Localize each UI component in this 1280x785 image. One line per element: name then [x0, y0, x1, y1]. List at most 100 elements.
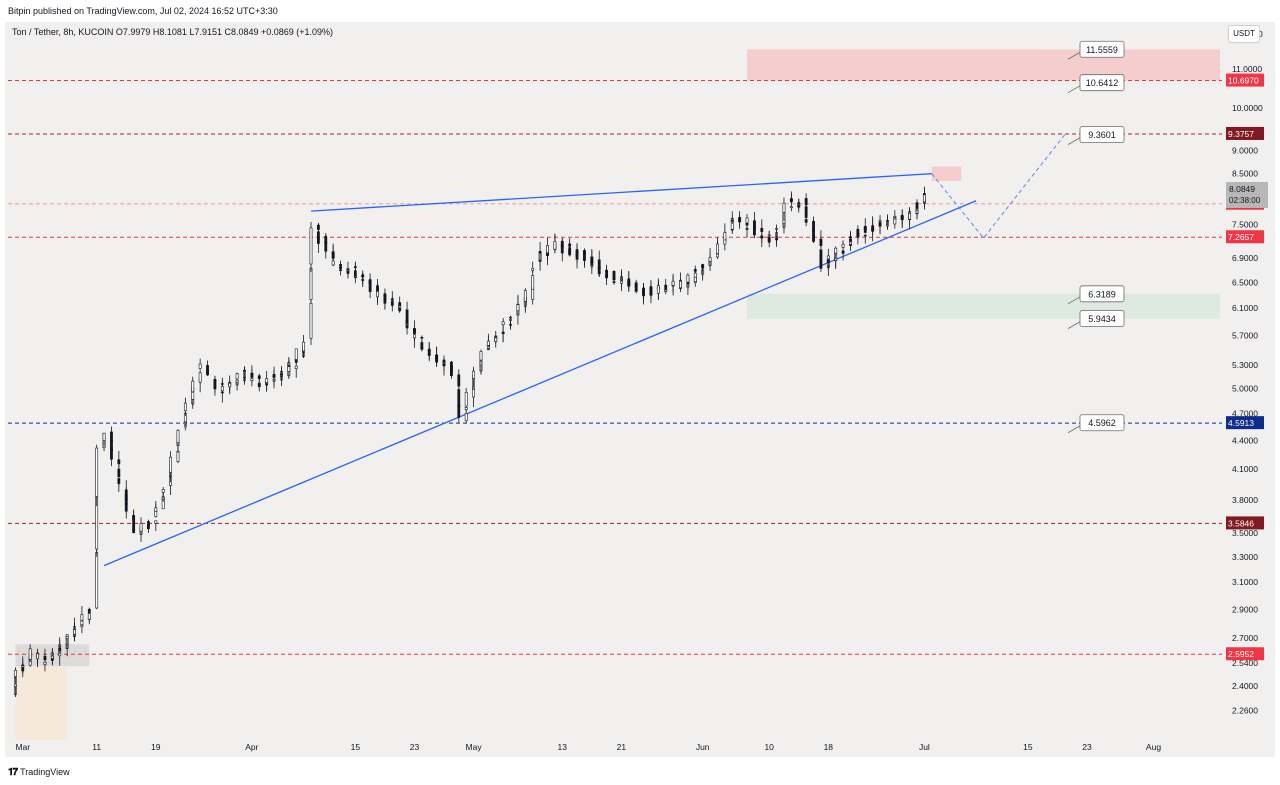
x-tick-label: May: [466, 742, 483, 752]
candle-body: [797, 204, 801, 206]
candle-body: [679, 280, 682, 289]
callout-label: 10.6412: [1067, 74, 1125, 94]
candle-body: [523, 290, 527, 302]
candle-body: [294, 365, 298, 370]
candle-body: [124, 503, 128, 512]
currency-selector[interactable]: USDT: [1228, 25, 1260, 43]
candle-body: [220, 386, 224, 392]
candle-body: [21, 665, 25, 668]
symbol-info[interactable]: Ton / Tether, 8h, KUCOIN O7.9979 H8.1081…: [12, 27, 334, 37]
callout-box: [1079, 310, 1125, 328]
candle-body: [294, 348, 298, 360]
candle-body: [900, 216, 904, 219]
candle-body: [760, 235, 764, 239]
candle-body: [760, 227, 764, 232]
last-price-text: 8.0849: [1229, 184, 1255, 194]
candle-body: [583, 256, 586, 261]
candle-body: [915, 202, 919, 209]
candle-body: [287, 365, 291, 367]
x-tick-label: 15: [1023, 742, 1033, 752]
candle-body: [664, 284, 668, 287]
candle-body: [605, 275, 609, 279]
candle-body: [28, 648, 32, 660]
candle-body: [95, 552, 99, 609]
zone-base-orange: [15, 666, 68, 740]
y-tick-label: 2.5400: [1232, 658, 1258, 668]
x-tick-label: Mar: [15, 742, 30, 752]
x-tick-label: 23: [1082, 742, 1092, 752]
level-tag-text: 4.5913: [1228, 418, 1254, 428]
candle-body: [568, 247, 572, 256]
y-tick-label: 10.0000: [1232, 103, 1263, 113]
candle-body: [405, 323, 409, 326]
candle-body: [501, 321, 505, 326]
candle-body: [863, 234, 867, 237]
candle-body: [154, 507, 158, 512]
candle-body: [642, 289, 645, 296]
level-tag-text: 2.5952: [1228, 649, 1254, 659]
y-tick-label: 6.5000: [1232, 277, 1258, 287]
candle-body: [280, 373, 283, 376]
candle-body: [856, 228, 860, 238]
candle-body: [516, 304, 520, 312]
x-tick-label: 18: [824, 742, 834, 752]
candle-body: [560, 247, 564, 254]
candle-body: [102, 432, 106, 441]
candle-body: [922, 194, 926, 202]
candle-body: [716, 243, 719, 254]
countdown-text: 02:38:00: [1229, 196, 1261, 205]
candle-body: [826, 259, 830, 264]
y-tick-label: 5.0000: [1232, 384, 1258, 394]
candle-body: [309, 267, 313, 300]
candle-body: [87, 613, 91, 620]
candle-body: [80, 624, 84, 628]
candle-body: [390, 302, 394, 306]
candle-body: [427, 349, 431, 356]
candle-body: [398, 308, 402, 312]
y-tick-label: 6.9000: [1232, 253, 1258, 263]
candle-body: [494, 337, 498, 342]
candle-body: [871, 228, 875, 231]
y-tick-label: 9.0000: [1232, 146, 1258, 156]
candle-body: [154, 520, 158, 524]
chart-area[interactable]: [5, 22, 1275, 757]
publish-info: Bitpin published on TradingView.com, Jul…: [8, 6, 278, 16]
candle-body: [723, 232, 727, 241]
candle-body: [331, 260, 335, 266]
candle-body: [309, 302, 313, 339]
candle-body: [575, 249, 579, 260]
callout-box: [1079, 285, 1125, 303]
callout-label: 5.9434: [1067, 310, 1125, 329]
x-tick-label: 23: [410, 742, 420, 752]
candle-body: [708, 257, 712, 262]
candle-body: [634, 284, 638, 288]
candle-body: [656, 285, 660, 294]
last-price-tag: [1226, 181, 1268, 208]
candle-body: [161, 489, 165, 493]
tradingview-logo[interactable]: 𝟏𝟕 TradingView: [8, 767, 70, 778]
candle-body: [353, 276, 357, 278]
candle-body: [176, 430, 180, 443]
candle-body: [834, 247, 838, 254]
y-tick-label: 3.1000: [1232, 577, 1258, 587]
callout-text: 6.3189: [1088, 289, 1116, 299]
candle-body: [738, 217, 742, 221]
y-tick-label: 2.4000: [1232, 681, 1258, 691]
zone-target: [931, 166, 962, 181]
level-tag-text: 9.3757: [1228, 129, 1254, 139]
footer: [0, 757, 1280, 785]
level-tag: [1226, 647, 1264, 661]
candle-body: [294, 359, 298, 363]
candle-body: [486, 340, 490, 346]
x-tick-label: Aug: [1146, 742, 1161, 752]
y-tick-label: 5.3000: [1232, 360, 1258, 370]
candle-body: [590, 264, 594, 267]
candle-body: [339, 269, 342, 271]
level-tag: [1226, 516, 1264, 530]
level-tag: [1226, 126, 1264, 140]
level-tag: [1226, 230, 1264, 244]
candle-body: [538, 251, 542, 254]
candle-body: [649, 287, 653, 296]
candle-body: [863, 225, 867, 231]
